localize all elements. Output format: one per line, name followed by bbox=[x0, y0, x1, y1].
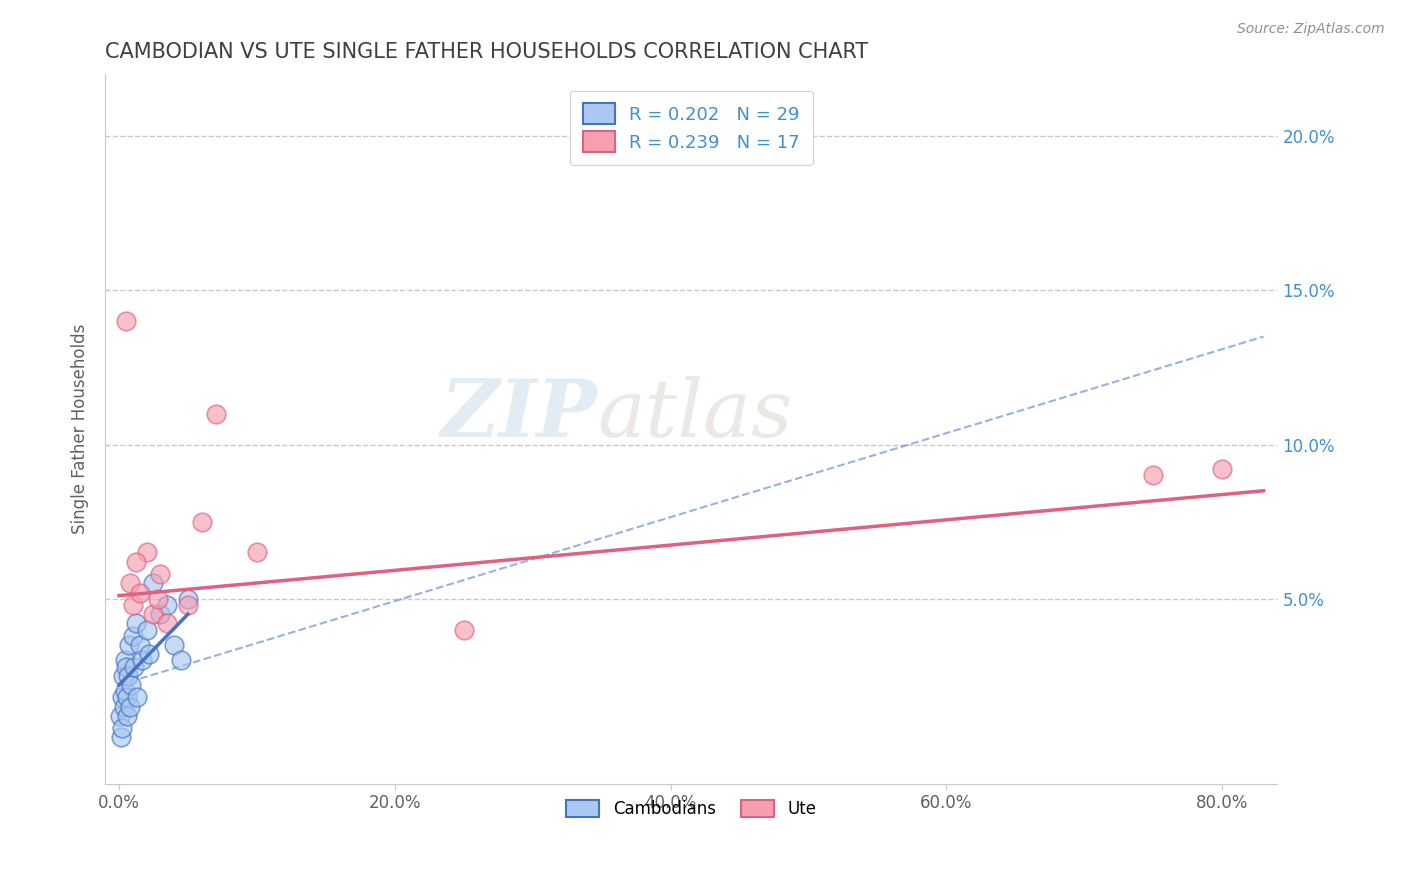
Point bbox=[112, 669, 135, 683]
Y-axis label: Single Father Households: Single Father Households bbox=[72, 324, 89, 534]
Point bbox=[170, 653, 193, 667]
Point bbox=[156, 598, 179, 612]
Point bbox=[114, 684, 136, 698]
Point bbox=[163, 638, 186, 652]
Point bbox=[190, 515, 212, 529]
Text: CAMBODIAN VS UTE SINGLE FATHER HOUSEHOLDS CORRELATION CHART: CAMBODIAN VS UTE SINGLE FATHER HOUSEHOLD… bbox=[105, 42, 869, 62]
Point bbox=[112, 699, 135, 714]
Point bbox=[204, 407, 226, 421]
Point bbox=[115, 659, 138, 673]
Point bbox=[146, 591, 169, 606]
Point bbox=[122, 659, 145, 673]
Point bbox=[177, 598, 200, 612]
Point bbox=[121, 598, 143, 612]
Point bbox=[142, 607, 165, 621]
Point bbox=[117, 690, 139, 705]
Point bbox=[142, 576, 165, 591]
Point bbox=[177, 591, 200, 606]
Point bbox=[135, 623, 157, 637]
Point bbox=[149, 567, 172, 582]
Text: Source: ZipAtlas.com: Source: ZipAtlas.com bbox=[1237, 22, 1385, 37]
Point bbox=[246, 545, 269, 559]
Point bbox=[149, 607, 172, 621]
Point bbox=[115, 709, 138, 723]
Point bbox=[1142, 468, 1164, 483]
Point bbox=[118, 699, 141, 714]
Point bbox=[120, 678, 142, 692]
Point bbox=[111, 690, 134, 705]
Point bbox=[135, 545, 157, 559]
Point bbox=[128, 638, 150, 652]
Text: atlas: atlas bbox=[598, 376, 793, 454]
Point bbox=[1211, 462, 1233, 476]
Point bbox=[124, 555, 146, 569]
Point bbox=[115, 314, 138, 328]
Point bbox=[118, 638, 141, 652]
Point bbox=[138, 647, 160, 661]
Point bbox=[110, 709, 132, 723]
Legend: Cambodians, Ute: Cambodians, Ute bbox=[560, 794, 823, 825]
Point bbox=[128, 585, 150, 599]
Point bbox=[111, 721, 134, 735]
Point bbox=[110, 731, 132, 745]
Point bbox=[156, 616, 179, 631]
Text: ZIP: ZIP bbox=[440, 376, 598, 454]
Point bbox=[125, 690, 148, 705]
Point bbox=[121, 629, 143, 643]
Point bbox=[131, 653, 153, 667]
Point bbox=[118, 576, 141, 591]
Point bbox=[124, 616, 146, 631]
Point bbox=[453, 623, 475, 637]
Point bbox=[117, 669, 139, 683]
Point bbox=[114, 653, 136, 667]
